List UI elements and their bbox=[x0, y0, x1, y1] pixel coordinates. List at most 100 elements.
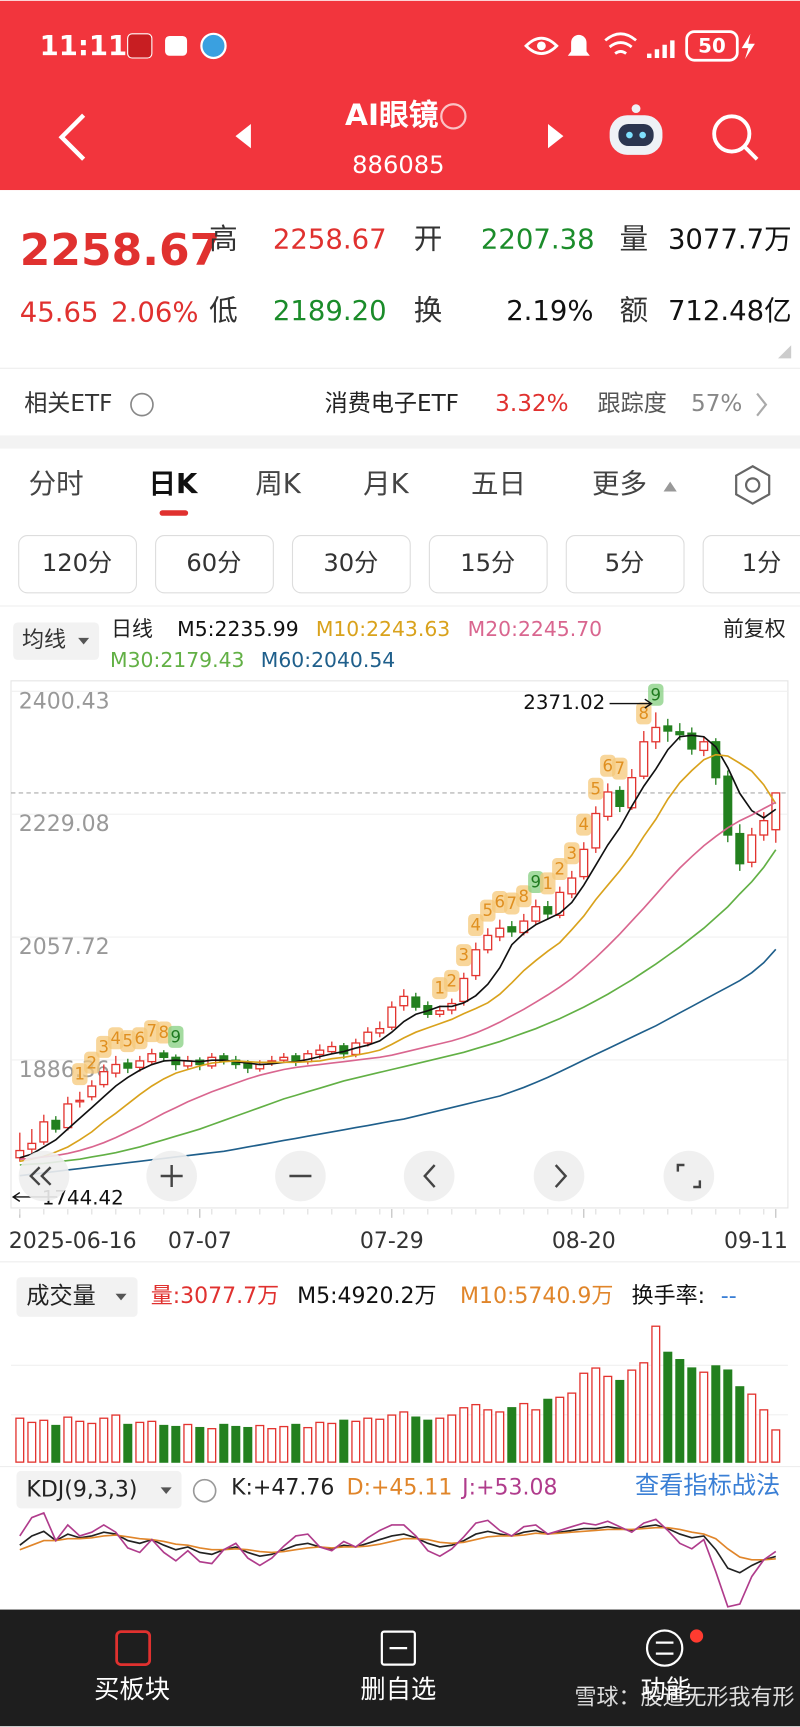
volume-bar bbox=[171, 1425, 181, 1463]
prev-button[interactable] bbox=[235, 124, 251, 149]
period-button[interactable] bbox=[702, 535, 800, 594]
chevron[interactable] bbox=[756, 392, 768, 417]
volume-bar bbox=[699, 1371, 709, 1463]
search-button[interactable] bbox=[712, 114, 759, 161]
candle-body bbox=[375, 1027, 385, 1034]
ma-line bbox=[19, 849, 777, 1166]
chart-control[interactable] bbox=[403, 1150, 455, 1202]
robot-button[interactable] bbox=[609, 104, 663, 155]
candle-body bbox=[411, 996, 421, 1008]
volume-bar bbox=[387, 1414, 397, 1463]
volume-bar bbox=[567, 1392, 577, 1463]
volume-bar bbox=[15, 1417, 25, 1463]
dropdown-arrow bbox=[115, 1293, 127, 1301]
candle-body bbox=[747, 834, 757, 863]
chart-control[interactable] bbox=[533, 1150, 585, 1202]
candle-body bbox=[591, 812, 601, 849]
ma-button[interactable] bbox=[13, 622, 100, 660]
volume-bar bbox=[711, 1365, 721, 1463]
chart-control[interactable] bbox=[663, 1150, 715, 1202]
volume-bar bbox=[339, 1419, 349, 1463]
volume-bar bbox=[183, 1423, 193, 1463]
kdj-legend: K:+47.76 bbox=[231, 1476, 334, 1501]
candle-body bbox=[675, 731, 685, 736]
x-tick-label: 07-07 bbox=[168, 1229, 232, 1254]
volume-bar bbox=[411, 1416, 421, 1463]
period-button[interactable] bbox=[155, 535, 274, 594]
quote-value: 2189.20 bbox=[273, 295, 387, 327]
volume-bar bbox=[459, 1407, 469, 1463]
period-button[interactable] bbox=[565, 535, 685, 594]
tab[interactable]: 日K bbox=[149, 468, 199, 500]
period-label: 60分 bbox=[186, 549, 241, 577]
volume-bar bbox=[519, 1402, 529, 1463]
volume-legend: -- bbox=[721, 1284, 737, 1309]
volume-bar bbox=[267, 1428, 277, 1463]
period-button[interactable] bbox=[291, 535, 411, 594]
nav-label[interactable]: 买板块 bbox=[94, 1675, 170, 1704]
settings-button[interactable] bbox=[735, 464, 771, 505]
volume-bar bbox=[399, 1411, 409, 1463]
candle-body bbox=[699, 741, 709, 752]
tab[interactable]: 分时 bbox=[29, 468, 84, 500]
tab[interactable]: 更多 bbox=[592, 468, 647, 500]
chart-frame bbox=[10, 680, 789, 1209]
td-count: 8 bbox=[519, 887, 530, 906]
app-icon bbox=[127, 33, 153, 59]
chart-control[interactable] bbox=[18, 1150, 70, 1202]
td-count: 4 bbox=[471, 916, 481, 935]
candle-body bbox=[735, 832, 745, 865]
tab[interactable]: 五日 bbox=[471, 468, 526, 500]
kdj-button[interactable] bbox=[16, 1470, 182, 1509]
td-count: 8 bbox=[159, 1023, 170, 1042]
volume-bar bbox=[591, 1367, 601, 1463]
watch-icon bbox=[380, 1630, 416, 1666]
robot-eye bbox=[626, 131, 633, 139]
td-badge bbox=[516, 885, 532, 908]
x-tick-label: 07-29 bbox=[360, 1229, 424, 1254]
x-tick-label: 08-20 bbox=[552, 1229, 616, 1254]
help-icon[interactable] bbox=[192, 1478, 217, 1503]
candle-body bbox=[279, 1056, 289, 1061]
nav-label[interactable]: 删自选 bbox=[360, 1675, 436, 1704]
volume-button[interactable] bbox=[16, 1277, 138, 1317]
ma-legend: M60:2040.54 bbox=[261, 648, 395, 672]
volume-bar bbox=[135, 1421, 145, 1463]
candle-body bbox=[63, 1103, 73, 1129]
menu-icon bbox=[645, 1629, 684, 1667]
candle-body bbox=[651, 726, 661, 743]
td-badge bbox=[612, 757, 628, 780]
td-count: 6 bbox=[135, 1029, 146, 1048]
nav-label[interactable]: 功能 bbox=[640, 1675, 691, 1704]
control-glyph bbox=[29, 1166, 52, 1186]
indicator-link[interactable]: 查看指标战法 bbox=[635, 1471, 780, 1499]
info-icon[interactable] bbox=[440, 103, 467, 130]
ma-line bbox=[19, 753, 777, 1163]
quote-label: 高 bbox=[209, 222, 238, 256]
candle-body bbox=[507, 926, 517, 933]
robot-eye bbox=[639, 131, 646, 139]
header-bg bbox=[0, 0, 800, 191]
kdj-line bbox=[19, 1526, 776, 1561]
volume-bar bbox=[771, 1429, 781, 1463]
search-icon bbox=[743, 145, 759, 161]
quote-value: 2.19% bbox=[506, 295, 593, 327]
candle-body bbox=[147, 1053, 157, 1063]
td-count: 7 bbox=[615, 759, 626, 778]
td-badge bbox=[120, 1030, 136, 1053]
robot-face bbox=[618, 124, 654, 147]
back-button[interactable] bbox=[58, 113, 86, 161]
volume-bar bbox=[423, 1419, 433, 1463]
candle-body bbox=[51, 1119, 61, 1130]
tab[interactable]: 月K bbox=[363, 468, 409, 500]
td-badge bbox=[108, 1027, 124, 1050]
help-icon[interactable] bbox=[130, 392, 154, 417]
candle-body bbox=[555, 891, 565, 916]
quote-label: 开 bbox=[414, 222, 443, 256]
battery-icon bbox=[685, 30, 739, 62]
volume-bar bbox=[447, 1414, 457, 1463]
next-button[interactable] bbox=[548, 124, 564, 149]
tab[interactable]: 周K bbox=[255, 468, 301, 500]
period-button[interactable] bbox=[18, 535, 138, 594]
period-button[interactable] bbox=[428, 535, 548, 594]
